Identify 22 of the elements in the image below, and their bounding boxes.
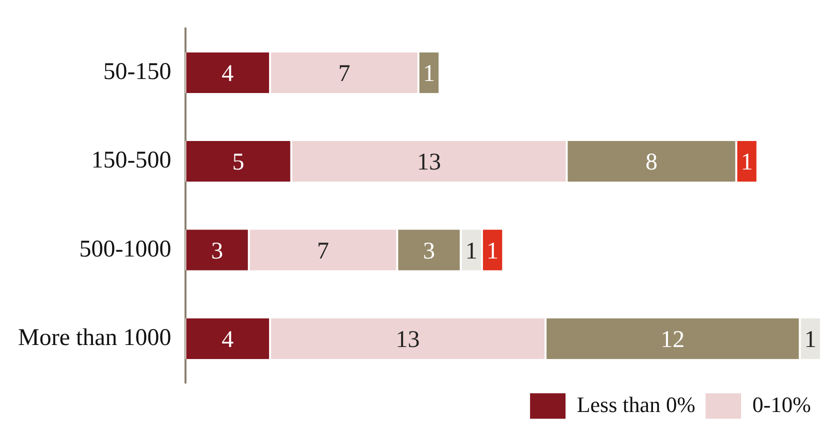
data-label: 1 — [422, 61, 435, 88]
data-label: 3 — [211, 238, 224, 264]
data-label: 1 — [465, 238, 478, 264]
data-label: 13 — [416, 150, 441, 176]
data-label: 12 — [660, 326, 685, 353]
data-label: 5 — [232, 150, 244, 176]
y-tick-label: 50-150 — [103, 59, 172, 86]
y-tick-label: More than 1000 — [18, 324, 172, 351]
data-label: 3 — [422, 238, 435, 264]
data-label: 7 — [317, 238, 330, 264]
legend-label: Less than 0% — [576, 392, 696, 417]
data-label: 7 — [338, 61, 350, 88]
data-label: 13 — [396, 326, 420, 353]
data-label: 1 — [486, 238, 499, 264]
data-label: 1 — [804, 326, 816, 353]
data-label: 8 — [645, 150, 658, 176]
data-label: 4 — [222, 326, 234, 353]
data-label: 4 — [222, 61, 234, 88]
y-tick-label: 500-1000 — [79, 236, 172, 262]
data-label: 1 — [740, 150, 753, 176]
y-tick-label: 150-500 — [91, 148, 172, 174]
legend-label: 0-10% — [752, 392, 812, 417]
